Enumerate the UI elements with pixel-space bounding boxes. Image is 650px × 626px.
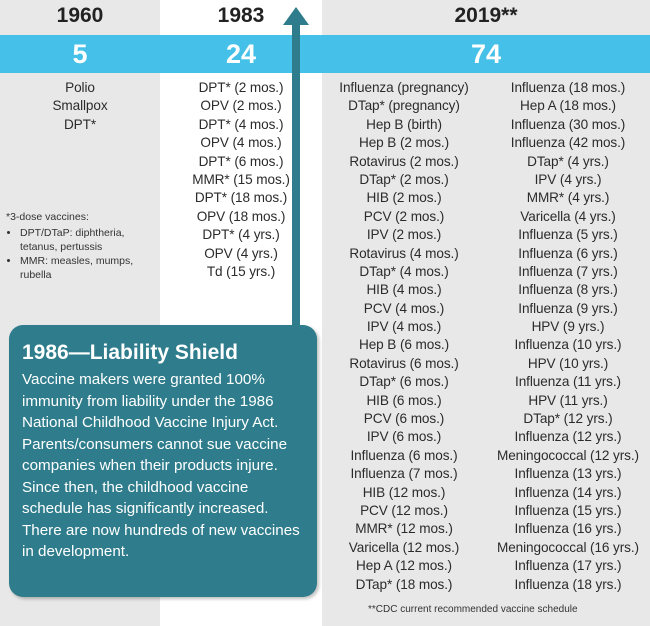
- count-1983: 24: [225, 39, 257, 69]
- vaccine-2019-item: Meningococcal (16 yrs.): [496, 539, 639, 555]
- vaccine-1983-item: DPT* (4 yrs.): [202, 227, 280, 243]
- vaccine-list-1960: Polio Smallpox DPT*: [0, 79, 160, 134]
- vaccine-2019-item: PCV (12 mos.): [360, 502, 448, 518]
- vaccine-2019-item: MMR* (4 yrs.): [526, 190, 610, 206]
- vaccine-2019-item: Rotavirus (6 mos.): [349, 355, 459, 371]
- vaccine-2019-item: Influenza (9 yrs.): [518, 300, 618, 316]
- vaccine-2019-item: Influenza (7 yrs.): [518, 263, 618, 279]
- footnote-item: DPT/DTaP: diphtheria, tetanus, pertussis: [20, 226, 156, 254]
- footnote: *3-dose vaccines: DPT/DTaP: diphtheria, …: [6, 210, 156, 282]
- vaccine-2019-item: IPV (6 mos.): [366, 429, 442, 445]
- footnote-title: *3-dose vaccines:: [6, 211, 89, 223]
- vaccine-2019-item: Influenza (18 yrs.): [514, 576, 622, 592]
- vaccine-2019-item: IPV (2 mos.): [366, 227, 442, 243]
- vaccine-2019-item: Hep A (18 mos.): [520, 98, 616, 114]
- vaccine-1983-item: DPT* (18 mos.): [194, 190, 288, 206]
- vaccine-list-2019-left: Influenza (pregnancy) DTap* (pregnancy) He…: [322, 79, 486, 594]
- vaccine-2019-item: PCV (4 mos.): [363, 300, 445, 316]
- increase-arrow-icon: [283, 7, 309, 25]
- liability-callout-box: [9, 325, 317, 597]
- vaccine-2019-item: Influenza (6 yrs.): [518, 245, 618, 261]
- vaccine-2019-item: Hep B (birth): [366, 116, 442, 132]
- vaccine-1983-item: OPV (18 mos.): [196, 208, 286, 224]
- vaccine-2019-item: HIB (6 mos.): [366, 392, 442, 408]
- vaccine-2019-item: DTap* (6 mos.): [359, 374, 449, 390]
- vaccine-1983-item: OPV (4 yrs.): [204, 245, 278, 261]
- vaccine-2019-item: Hep A (12 mos.): [356, 558, 452, 574]
- vaccine-2019-item: Hep B (2 mos.): [358, 135, 449, 151]
- vaccine-2019-item: HPV (10 yrs.): [527, 355, 609, 371]
- vaccine-2019-item: Influenza (30 mos.): [510, 116, 626, 132]
- vaccine-2019-item: Influenza (42 mos.): [510, 135, 626, 151]
- vaccine-1960-item: Polio: [65, 80, 95, 95]
- vaccine-2019-item: Influenza (5 yrs.): [518, 227, 618, 243]
- vaccine-1983-item: DPT* (2 mos.): [198, 80, 284, 95]
- year-1960-label: 1960: [56, 4, 104, 27]
- vaccine-1960-item: DPT*: [63, 116, 97, 132]
- vaccine-2019-item: Influenza (18 mos.): [510, 80, 626, 95]
- vaccine-2019-item: MMR* (12 mos.): [355, 521, 453, 537]
- vaccine-2019-item: Influenza (15 yrs.): [514, 502, 622, 518]
- vaccine-2019-item: Rotavirus (2 mos.): [349, 153, 459, 169]
- vaccine-2019-item: DTap* (18 mos.): [355, 576, 453, 592]
- vaccine-1960-item: Smallpox: [52, 98, 108, 114]
- vaccine-2019-item: Hep B (6 mos.): [358, 337, 449, 353]
- vaccine-1983-item: OPV (2 mos.): [200, 98, 282, 114]
- vaccine-1983-item: MMR* (15 mos.): [192, 171, 290, 187]
- vaccine-2019-item: Meningococcal (12 yrs.): [496, 447, 639, 463]
- year-2019-label: 2019**: [454, 4, 518, 27]
- vaccine-2019-item: Influenza (16 yrs.): [514, 521, 622, 537]
- vaccine-2019-item: Varicella (4 yrs.): [520, 208, 616, 224]
- vaccine-2019-item: Influenza (8 yrs.): [518, 282, 618, 298]
- vaccine-2019-item: Influenza (13 yrs.): [514, 466, 622, 482]
- footnote-list: DPT/DTaP: diphtheria, tetanus, pertussis…: [6, 226, 156, 282]
- vaccine-2019-item: DTap* (4 mos.): [359, 263, 449, 279]
- vaccine-2019-item: Influenza (14 yrs.): [514, 484, 622, 500]
- vaccine-2019-item: Influenza (17 yrs.): [514, 558, 622, 574]
- vaccine-2019-item: HIB (2 mos.): [366, 190, 442, 206]
- vaccine-2019-item: HIB (12 mos.): [362, 484, 446, 500]
- vaccine-2019-item: HPV (9 yrs.): [531, 319, 605, 335]
- vaccine-1983-item: Td (15 yrs.): [206, 263, 276, 279]
- vaccine-2019-item: PCV (2 mos.): [363, 208, 445, 224]
- vaccine-list-1983: DPT* (2 mos.) OPV (2 mos.) DPT* (4 mos.) OP…: [160, 79, 322, 281]
- vaccine-2019-item: Influenza (7 mos.): [350, 466, 458, 482]
- vaccine-2019-item: PCV (6 mos.): [363, 411, 445, 427]
- vaccine-2019-item: Influenza (pregnancy): [339, 80, 469, 95]
- vaccine-list-2019-right: Influenza (18 mos.) Hep A (18 mos.) Influe…: [486, 79, 650, 594]
- vaccine-2019-item: Rotavirus (4 mos.): [349, 245, 459, 261]
- vaccine-2019-item: Influenza (11 yrs.): [515, 374, 621, 390]
- vaccine-2019-item: DTap* (pregnancy): [348, 98, 460, 114]
- vaccine-2019-item: DTap* (4 yrs.): [527, 153, 609, 169]
- vaccine-1983-item: DPT* (4 mos.): [198, 116, 284, 132]
- vaccine-2019-item: DTap* (12 yrs.): [523, 411, 613, 427]
- vaccine-2019-item: Influenza (10 yrs.): [514, 337, 622, 353]
- vaccine-2019-item: DTap* (2 mos.): [359, 171, 449, 187]
- vaccine-2019-item: IPV (4 mos.): [366, 319, 442, 335]
- count-1960: 5: [72, 39, 88, 69]
- vaccine-2019-item: HIB (4 mos.): [366, 282, 442, 298]
- vaccine-2019-item: Influenza (6 mos.): [350, 447, 458, 463]
- count-2019: 74: [470, 39, 502, 69]
- source-note: **CDC current recommended vaccine schedu…: [368, 604, 578, 615]
- vaccine-1983-item: DPT* (6 mos.): [198, 153, 284, 169]
- footnote-item: MMR: measles, mumps, rubella: [20, 254, 156, 282]
- vaccine-1983-item: OPV (4 mos.): [200, 135, 282, 151]
- vaccine-2019-item: Influenza (12 yrs.): [514, 429, 622, 445]
- year-1983-label: 1983: [217, 4, 265, 27]
- vaccine-2019-item: HPV (11 yrs.): [528, 392, 608, 408]
- column-2019-background: [322, 0, 650, 626]
- vaccine-2019-item: IPV (4 yrs.): [534, 171, 602, 187]
- callout-body: Vaccine makers were granted 100% immunit…: [22, 371, 300, 560]
- vaccine-2019-item: Varicella (12 mos.): [348, 539, 460, 555]
- count-band: [0, 35, 650, 73]
- callout-title: 1986—Liability Shield: [22, 341, 238, 364]
- increase-arrow-shaft: [292, 24, 300, 334]
